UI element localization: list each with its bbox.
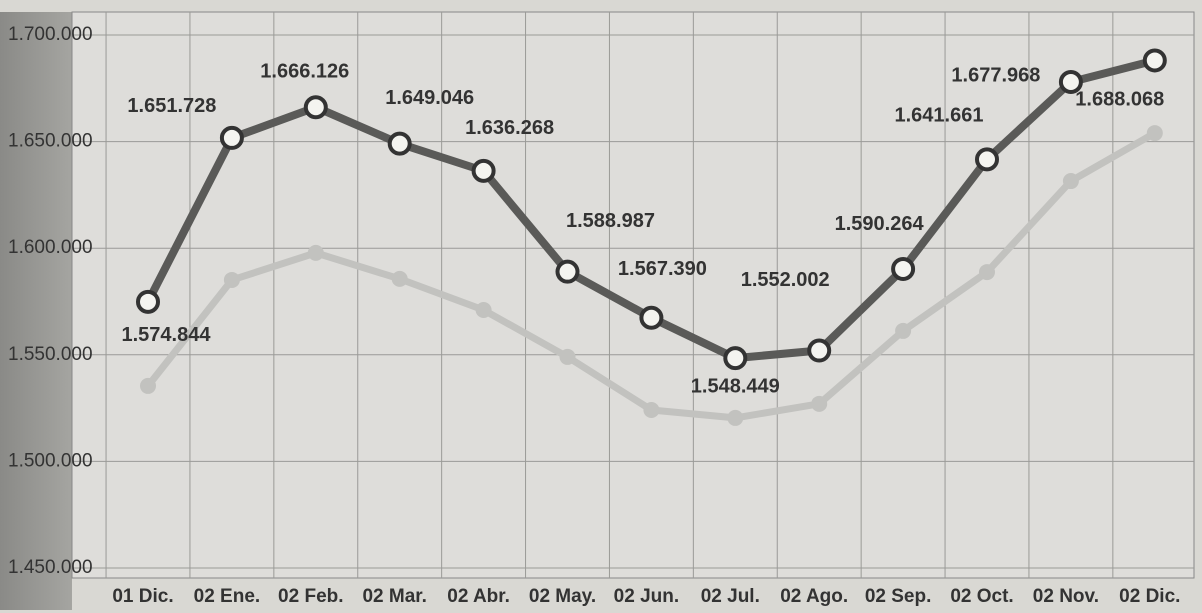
x-tick-label: 02 Jul. bbox=[701, 586, 760, 607]
point bbox=[1058, 69, 1083, 94]
point bbox=[307, 244, 324, 261]
point bbox=[475, 302, 492, 319]
x-tick-label: 02 Dic. bbox=[1119, 586, 1180, 607]
point bbox=[895, 322, 912, 339]
y-tick-label: 1.500.000 bbox=[8, 450, 93, 471]
point bbox=[979, 264, 995, 281]
point bbox=[727, 409, 744, 426]
y-tick-label: 1.650.000 bbox=[8, 131, 93, 152]
data-label: 1.641.661 bbox=[895, 105, 984, 127]
point bbox=[1142, 48, 1167, 73]
x-tick-label: 01 Dic. bbox=[112, 586, 173, 607]
x-tick-label: 02 Nov. bbox=[1033, 586, 1099, 607]
data-label: 1.567.390 bbox=[618, 258, 707, 280]
x-tick-label: 02 Ago. bbox=[780, 586, 848, 607]
y-tick-label: 1.450.000 bbox=[8, 557, 93, 578]
x-tick-label: 02 Jun. bbox=[614, 586, 679, 607]
point bbox=[559, 348, 576, 365]
point bbox=[1062, 173, 1079, 190]
point bbox=[140, 377, 156, 394]
data-label: 1.649.046 bbox=[385, 87, 474, 109]
data-label: 1.651.728 bbox=[127, 95, 216, 117]
x-tick-label: 02 Mar. bbox=[362, 586, 426, 607]
point bbox=[811, 395, 828, 412]
x-tick-label: 02 Abr. bbox=[447, 586, 510, 607]
data-label: 1.552.002 bbox=[741, 269, 830, 291]
x-tick-label: 02 May. bbox=[529, 586, 596, 607]
point bbox=[807, 338, 832, 363]
point bbox=[723, 346, 748, 371]
point bbox=[136, 289, 160, 314]
data-label: 1.666.126 bbox=[260, 61, 349, 83]
point bbox=[223, 271, 240, 288]
point bbox=[639, 305, 664, 330]
data-label: 1.574.844 bbox=[122, 324, 212, 346]
data-label: 1.677.968 bbox=[951, 64, 1040, 86]
point bbox=[643, 402, 660, 419]
point bbox=[391, 270, 408, 287]
point bbox=[219, 125, 244, 150]
point bbox=[471, 158, 496, 183]
point bbox=[303, 95, 328, 120]
plot-area bbox=[71, 11, 1195, 579]
data-label: 1.590.264 bbox=[835, 213, 925, 235]
y-tick-label: 1.600.000 bbox=[8, 237, 93, 258]
data-label: 1.588.987 bbox=[566, 210, 655, 232]
point bbox=[1146, 125, 1163, 142]
x-tick-label: 02 Oct. bbox=[950, 586, 1013, 607]
point bbox=[387, 131, 412, 156]
point bbox=[975, 147, 999, 172]
data-label: 1.548.449 bbox=[691, 375, 780, 397]
y-tick-label: 1.700.000 bbox=[8, 24, 93, 45]
data-label: 1.636.268 bbox=[465, 117, 554, 139]
data-label: 1.688.068 bbox=[1075, 89, 1164, 111]
x-tick-label: 02 Sep. bbox=[865, 586, 932, 607]
point bbox=[555, 259, 580, 284]
left-band bbox=[0, 12, 72, 610]
x-tick-label: 02 Ene. bbox=[194, 586, 261, 607]
point bbox=[891, 256, 916, 281]
x-tick-label: 02 Feb. bbox=[278, 586, 343, 607]
y-tick-label: 1.550.000 bbox=[8, 344, 93, 365]
